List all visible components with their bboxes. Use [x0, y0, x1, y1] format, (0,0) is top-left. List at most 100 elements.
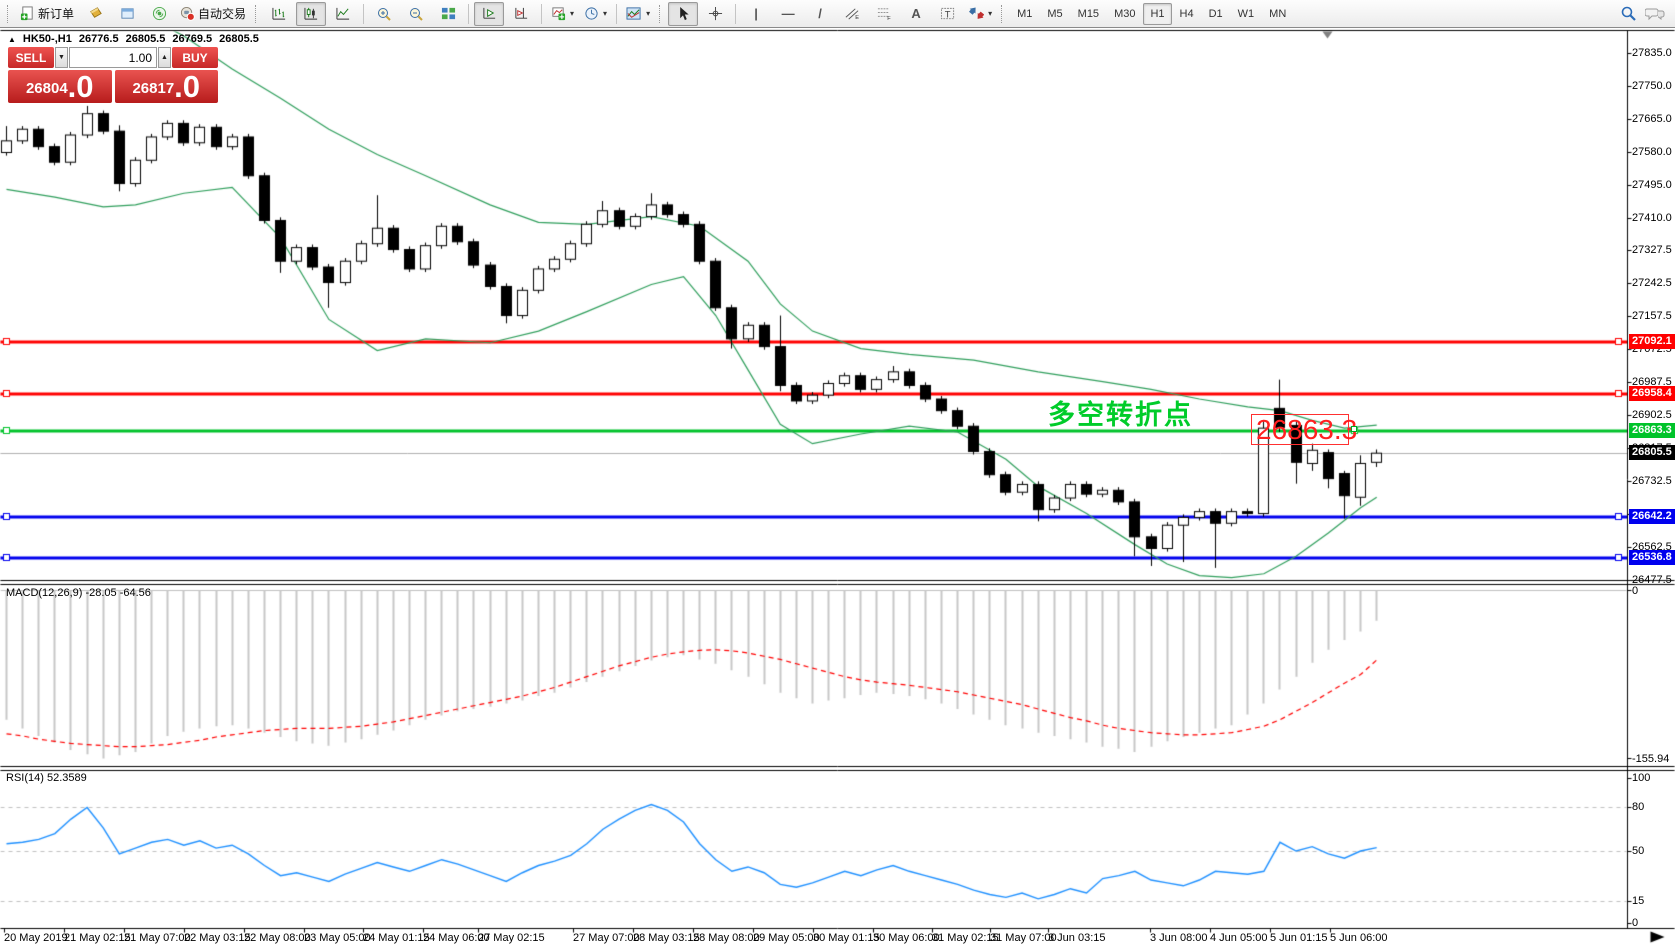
price-tick-label: 26987.5 [1632, 376, 1672, 389]
terminal-window-button[interactable] [112, 2, 142, 26]
arrows-dropdown-caret[interactable]: ▾ [988, 9, 993, 18]
price-level-annotation[interactable]: 26863.3 [1251, 414, 1357, 445]
sell-price-point: . [67, 69, 77, 104]
low-value: 26769.5 [172, 33, 213, 45]
clock-icon [584, 6, 599, 21]
arrows-tool-button[interactable]: ▾ [965, 2, 996, 26]
price-tick-label: 26732.5 [1632, 475, 1672, 488]
sell-price-pips: 0 [76, 69, 94, 104]
toolbar-grip[interactable] [659, 4, 663, 23]
price-tick-label: 27157.5 [1632, 310, 1672, 323]
templates-button[interactable]: ▾ [622, 2, 654, 26]
line-chart-mode-button[interactable] [328, 2, 358, 26]
toolbar-grip[interactable] [7, 4, 11, 23]
svg-text:E: E [855, 15, 859, 21]
chart-shift-button[interactable] [506, 2, 536, 26]
text-label-tool-button[interactable]: T [933, 2, 963, 26]
auto-trading-button[interactable]: 自动交易 [176, 2, 250, 26]
time-axis-label: 5 Jun 06:00 [1330, 932, 1388, 944]
cursor-tool-button[interactable] [668, 1, 699, 26]
timeframe-h4[interactable]: H4 [1179, 7, 1194, 20]
timeframe-mn[interactable]: MN [1269, 7, 1287, 20]
chat-icon[interactable] [1645, 6, 1665, 22]
annotation-handle[interactable] [1351, 426, 1357, 432]
candlestick-icon [304, 6, 319, 21]
volume-input[interactable] [69, 47, 157, 68]
channel-tool-button[interactable]: E [837, 2, 867, 26]
time-axis-label: 24 May 01:15 [363, 932, 430, 944]
buy-price-display[interactable]: 26817. 0 [114, 70, 218, 103]
crosshair-tool-button[interactable] [700, 2, 730, 26]
horizontal-line-tool-button[interactable]: — [773, 2, 803, 26]
time-axis-label: 31 May 02:15 [932, 932, 999, 944]
cursor-icon [676, 6, 690, 21]
price-tick-label: 27495.0 [1632, 178, 1672, 191]
zoom-in-icon [376, 6, 392, 22]
text-tool-button[interactable]: A [901, 2, 931, 26]
volume-increase-button[interactable]: ▲ [158, 47, 171, 68]
indicators-button[interactable]: ▾ [547, 2, 578, 26]
timeframe-m5[interactable]: M5 [1047, 7, 1063, 20]
time-axis-label: 23 May 05:00 [304, 932, 371, 944]
text-icon: A [911, 6, 921, 21]
buy-button[interactable]: BUY [172, 47, 218, 68]
bar-chart-icon [272, 6, 287, 21]
price-line-tag: 27092.1 [1629, 333, 1675, 349]
timeframe-w1[interactable]: W1 [1237, 7, 1255, 20]
timeframe-m30[interactable]: M30 [1114, 7, 1136, 20]
price-line-tag: 26863.3 [1629, 422, 1675, 438]
template-icon [626, 6, 642, 21]
turning-point-annotation[interactable]: 多空转折点 [1048, 400, 1193, 430]
timeframe-h1[interactable]: H1 [1143, 2, 1172, 25]
search-icon[interactable] [1620, 5, 1637, 22]
timeframe-m1[interactable]: M1 [1017, 7, 1033, 20]
open-value: 26776.5 [78, 33, 119, 45]
sell-button[interactable]: SELL [8, 47, 54, 68]
trendline-tool-button[interactable]: / [805, 2, 835, 26]
symbol-period-label: HK50-,H1 [22, 33, 72, 45]
tile-windows-icon [441, 6, 456, 21]
indicators-icon [551, 6, 566, 21]
new-order-button[interactable]: 新订单 [16, 2, 78, 26]
templates-dropdown-caret[interactable]: ▾ [646, 9, 651, 18]
time-axis-label: 27 May 02:15 [478, 932, 545, 944]
price-tick-label: 27750.0 [1632, 79, 1672, 92]
candlestick-mode-button[interactable] [296, 1, 327, 26]
signals-button[interactable] [144, 2, 174, 26]
zoom-in-button[interactable] [369, 2, 399, 26]
toolbar-grip[interactable] [1001, 4, 1005, 23]
volume-decrease-button[interactable]: ▼ [55, 47, 68, 68]
window-icon [120, 6, 135, 21]
buy-price-main: 26817 [132, 80, 175, 97]
svg-text:T: T [945, 9, 951, 19]
sell-price-main: 26804 [25, 80, 68, 97]
timeframe-d1[interactable]: D1 [1208, 7, 1223, 20]
auto-scroll-button[interactable] [474, 1, 505, 26]
bar-chart-mode-button[interactable] [264, 2, 294, 26]
timeframe-m15[interactable]: M15 [1077, 7, 1100, 20]
periods-button[interactable]: ▾ [580, 2, 611, 26]
close-value: 26805.5 [219, 33, 259, 45]
crosshair-icon [708, 6, 723, 21]
auto-trading-icon [180, 6, 195, 21]
fibonacci-tool-button[interactable]: F [869, 2, 899, 26]
toolbar-separator [363, 3, 365, 24]
periods-dropdown-caret[interactable]: ▾ [603, 9, 608, 18]
time-axis-label: 30 May 06:00 [873, 932, 940, 944]
price-tick-label: 27580.0 [1632, 145, 1672, 158]
zoom-out-button[interactable] [401, 2, 431, 26]
market-watch-button[interactable] [80, 2, 110, 26]
toolbar-grip[interactable] [255, 4, 259, 23]
tile-windows-button[interactable] [433, 2, 463, 26]
time-axis-label: 5 Jun 01:15 [1270, 932, 1328, 944]
high-value: 26805.5 [125, 33, 166, 45]
zoom-out-icon [408, 6, 424, 22]
vertical-line-tool-button[interactable]: | [741, 2, 771, 26]
price-tick-label: 27665.0 [1632, 112, 1672, 125]
auto-trading-label: 自动交易 [198, 7, 247, 21]
panel-collapse-arrow[interactable]: ▲ [8, 34, 16, 44]
sell-price-display[interactable]: 26804. 0 [8, 70, 112, 103]
indicators-dropdown-caret[interactable]: ▾ [570, 9, 575, 18]
time-axis-label: 29 May 05:00 [753, 932, 820, 944]
